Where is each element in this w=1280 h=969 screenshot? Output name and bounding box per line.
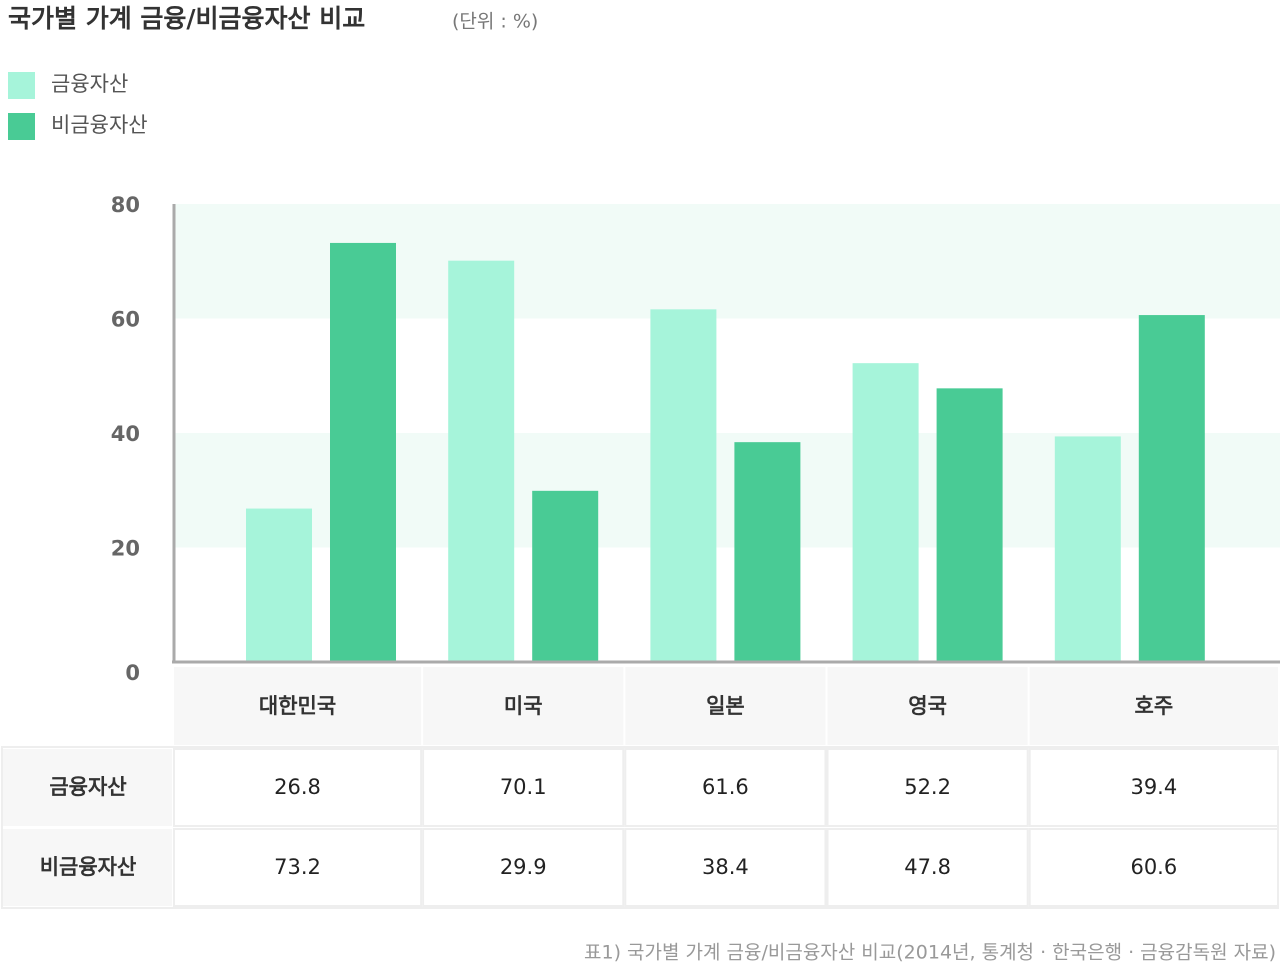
bar: [852, 363, 919, 662]
y-tick-label: 0: [125, 661, 140, 685]
table-value: 70.1: [500, 775, 547, 799]
table-header-cell: [625, 667, 826, 745]
y-tick-label: 40: [111, 422, 140, 446]
table-value: 29.9: [500, 855, 547, 879]
table-value: 52.2: [904, 775, 951, 799]
bar: [650, 309, 717, 662]
legend-label: 비금융자산: [51, 113, 148, 137]
legend-label: 금융자산: [51, 72, 128, 96]
table-cell: [826, 828, 1029, 907]
row-header-cell: [3, 749, 172, 826]
row-header: 금융자산: [49, 775, 126, 799]
bar: [1054, 436, 1121, 662]
table-cell: [173, 748, 423, 827]
caption: 표1) 국가별 가계 금융/비금융자산 비교(2014년, 통계청 · 한국은행…: [584, 942, 1276, 964]
row-header-cell: [3, 829, 172, 906]
y-tick-label: 20: [111, 537, 140, 561]
x-tick-label: 일본: [706, 694, 745, 718]
y-tick-label: 80: [111, 193, 140, 217]
unit-label: (단위 : %): [452, 11, 538, 33]
table-cell: [624, 748, 827, 827]
bar: [246, 508, 312, 662]
bar: [734, 442, 801, 662]
table-header-cell: [827, 667, 1028, 745]
x-tick-label: 미국: [504, 694, 543, 718]
x-tick-label: 대한민국: [259, 694, 336, 718]
table-header-cell: [423, 667, 624, 745]
table-value: 61.6: [702, 775, 749, 799]
table-cell: [422, 828, 625, 907]
x-tick-label: 호주: [1135, 694, 1174, 718]
table-value: 38.4: [702, 855, 749, 879]
x-tick-label: 영국: [908, 694, 947, 718]
bar: [448, 260, 515, 662]
table-header-cell: [174, 667, 422, 745]
table-border: [1, 746, 1279, 909]
chart-title: 국가별 가계 금융/비금융자산 비교: [8, 4, 365, 33]
table-cell: [1028, 828, 1279, 907]
legend-swatch: [8, 72, 35, 99]
table-value: 26.8: [274, 775, 321, 799]
table-cell: [173, 828, 423, 907]
table-value: 47.8: [904, 855, 951, 879]
table-cell: [826, 748, 1029, 827]
table-cell: [624, 828, 827, 907]
table-header-cell: [1029, 667, 1278, 745]
row-header: 비금융자산: [40, 855, 137, 879]
table-value: 39.4: [1130, 775, 1177, 799]
bar: [1138, 315, 1205, 662]
bar: [936, 388, 1003, 662]
table-cell: [422, 748, 625, 827]
y-tick-label: 60: [111, 308, 140, 332]
bar: [330, 242, 396, 662]
bar: [532, 490, 599, 662]
legend-swatch: [8, 113, 35, 140]
table-value: 60.6: [1130, 855, 1177, 879]
table-value: 73.2: [274, 855, 321, 879]
